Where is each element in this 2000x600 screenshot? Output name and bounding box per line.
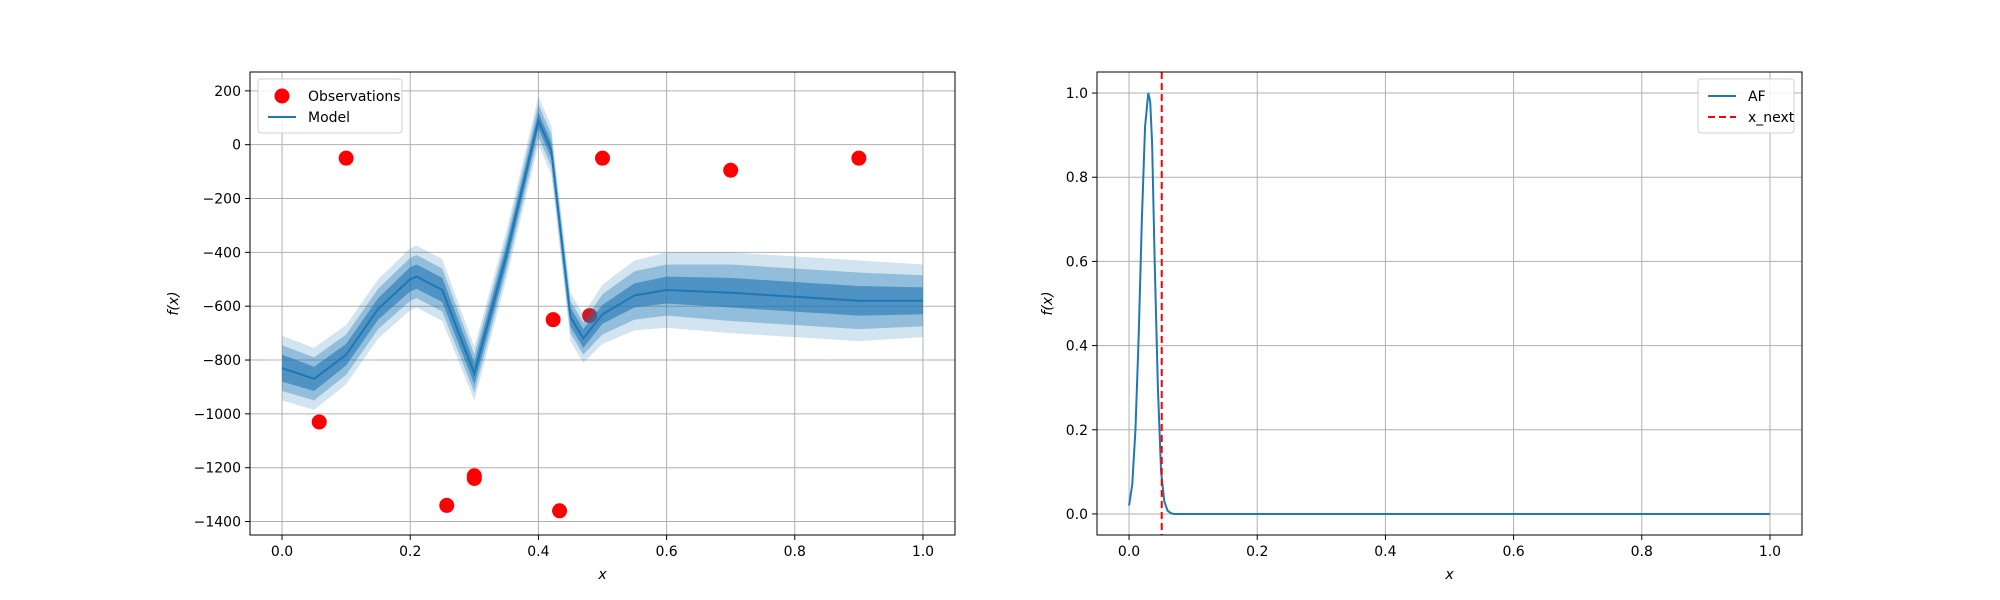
y-tick-label: −1400: [194, 515, 241, 531]
confidence-band: [282, 104, 923, 401]
y-tick-label: 0.8: [1066, 170, 1088, 186]
x-tick-label: 0.0: [271, 544, 293, 560]
y-tick-label: 200: [214, 84, 241, 100]
x-tick-label: 0.0: [1118, 544, 1140, 560]
y-tick-label: 0.0: [1066, 507, 1088, 523]
y-tick-label: −600: [203, 299, 241, 315]
confidence-band: [282, 112, 923, 391]
legend-label: Observations: [308, 89, 401, 105]
y-tick-label: 0.4: [1066, 339, 1088, 355]
legend: AF x_next: [1697, 78, 1795, 134]
legend-label: x_next: [1748, 110, 1795, 126]
observation-point: [338, 150, 354, 166]
x-tick-label: 1.0: [1759, 544, 1781, 560]
y-tick-label: 1.0: [1066, 86, 1088, 102]
observation-point: [466, 470, 482, 486]
observation-point: [552, 503, 568, 519]
x-tick-label: 0.2: [399, 544, 421, 560]
series-line-model: [281, 117, 923, 380]
y-tick-label: 0: [232, 138, 241, 154]
plot-area: [281, 96, 923, 519]
x-tick-label: 0.4: [527, 544, 549, 560]
legend-label: Model: [308, 110, 350, 126]
axes-frame: [1096, 71, 1803, 536]
legend: Observations Model: [257, 78, 403, 134]
left-plot-panel: 0.0 0.2 0.4 0.6 0.8 1.0 200 0 −200 −400 −600 −800 −1…: [166, 71, 956, 583]
observation-point: [723, 162, 739, 178]
x-tick-label: 0.2: [1246, 544, 1268, 560]
x-tick-label: 0.4: [1374, 544, 1396, 560]
y-tick-label: −400: [203, 245, 241, 261]
x-axis-label: x: [1444, 567, 1454, 583]
y-tick-label: 0.2: [1066, 423, 1088, 439]
x-tick-label: 0.8: [1631, 544, 1653, 560]
observation-point: [311, 414, 327, 430]
legend-label: AF: [1748, 89, 1766, 105]
y-tick-label: −200: [203, 192, 241, 208]
y-tick-label: 0.6: [1066, 254, 1088, 270]
x-tick-label: 1.0: [912, 544, 934, 560]
x-axis-label: x: [597, 567, 607, 583]
legend-marker-observations: [274, 88, 290, 104]
observation-point: [439, 497, 455, 513]
y-axis-label: f(x): [1040, 291, 1056, 315]
x-tick-label: 0.6: [655, 544, 677, 560]
x-tick-label: 0.6: [1502, 544, 1524, 560]
confidence-band: [282, 96, 923, 410]
plot-area: [1128, 72, 1770, 535]
y-tick-label: −800: [203, 353, 241, 369]
x-tick-label: 0.8: [784, 544, 806, 560]
observation-point: [851, 150, 867, 166]
observation-point: [595, 150, 610, 166]
axes-frame: [249, 71, 956, 536]
y-tick-label: −1200: [194, 461, 241, 477]
right-plot-panel: 0.0 0.2 0.4 0.6 0.8 1.0 0.0 0.2 0.4 0.6 0.8 1.0 x f(x…: [1040, 71, 1803, 583]
legend-box: [1697, 78, 1795, 134]
y-axis-label: f(x): [166, 291, 182, 315]
observation-point: [545, 312, 561, 328]
y-tick-label: −1000: [194, 407, 241, 423]
legend-box: [257, 78, 403, 134]
